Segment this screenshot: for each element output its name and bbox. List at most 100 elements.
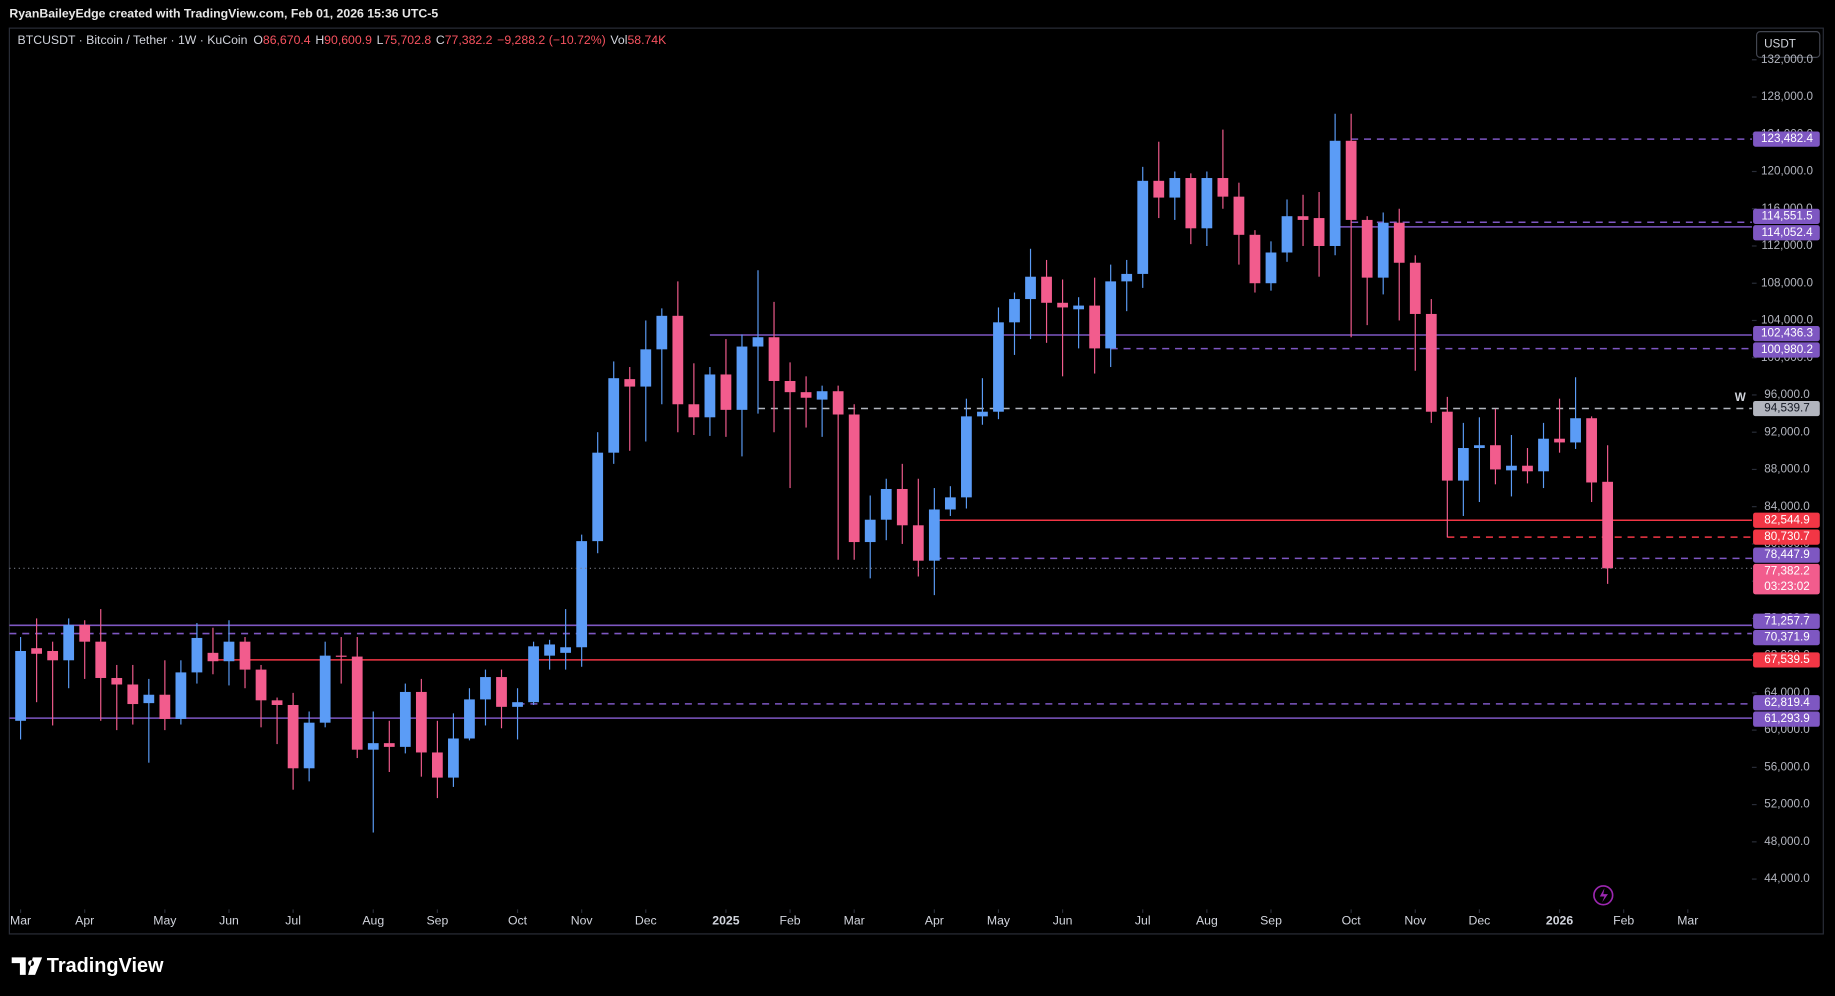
candle-body — [207, 652, 219, 662]
brand: TradingView — [47, 955, 164, 977]
candle-body — [640, 349, 652, 387]
candle-body — [15, 650, 26, 721]
candle-body — [1089, 305, 1101, 349]
candle-body — [1233, 196, 1245, 235]
legend-value: (−10.72%) — [549, 33, 606, 47]
candle-body — [1057, 302, 1068, 308]
x-tick-label: Feb — [1613, 913, 1634, 927]
price-label-box — [1753, 695, 1820, 711]
candle-body — [848, 414, 860, 543]
alert-bolt — [1599, 888, 1608, 903]
level-label: 71,257.7 — [1764, 614, 1810, 627]
candle-body — [1169, 178, 1181, 198]
candle-body — [1105, 281, 1117, 349]
candle-body — [624, 379, 636, 387]
candle-body — [239, 641, 251, 670]
price-label-box — [1753, 512, 1820, 528]
candle-body — [464, 699, 475, 739]
x-tick-label: Sep — [1260, 913, 1282, 927]
candle-body — [448, 738, 459, 778]
candle-body — [1457, 448, 1469, 481]
chart-panel — [8, 27, 1824, 935]
legend-key: C — [436, 33, 445, 47]
level-label: 62,819.4 — [1764, 696, 1810, 709]
candle-body — [351, 656, 363, 750]
candle-body — [1121, 273, 1133, 282]
candle-body — [1441, 411, 1453, 481]
x-tick-label: Jun — [219, 913, 239, 927]
currency-button[interactable] — [1756, 31, 1821, 58]
level-label: 61,293.9 — [1764, 712, 1810, 725]
candle-body — [1281, 216, 1293, 253]
level-label: 94,539.7 — [1764, 402, 1810, 415]
candle-body — [223, 641, 235, 662]
candle-body — [1249, 234, 1261, 284]
y-tick-label: 88,000.0 — [1764, 463, 1810, 476]
candle-body — [255, 669, 267, 701]
price-label-box — [1753, 208, 1820, 224]
candle-body — [816, 391, 828, 400]
candle-body — [432, 752, 443, 778]
candle-body — [480, 677, 491, 700]
candle-body — [191, 637, 203, 673]
x-tick-label: Mar — [10, 913, 31, 927]
alert-icon[interactable] — [1593, 885, 1614, 906]
legend-value: 77,382.2 — [445, 33, 493, 47]
candle-body — [1570, 418, 1581, 443]
x-tick-label: Sep — [426, 913, 448, 927]
x-tick-label: Nov — [1404, 913, 1427, 927]
x-tick-label: Dec — [635, 913, 657, 927]
candle-body — [912, 525, 924, 561]
candle-body — [1602, 481, 1614, 569]
y-tick-label: 104,000.0 — [1761, 314, 1813, 327]
credit: RyanBaileyEdge created with TradingView.… — [9, 6, 438, 20]
candle-body — [576, 541, 588, 648]
candle-body — [175, 672, 187, 719]
price-label-box — [1753, 131, 1820, 147]
currency-label[interactable]: USDT — [1764, 38, 1796, 51]
candle-body — [1393, 222, 1405, 263]
level-label: 78,447.9 — [1764, 548, 1810, 561]
level-label: 82,544.9 — [1764, 513, 1810, 526]
candle-body — [287, 704, 299, 769]
price-label-box — [1753, 563, 1820, 595]
candle-body — [1361, 219, 1373, 278]
candle-body — [592, 452, 604, 542]
candle-body — [544, 644, 555, 656]
x-tick-label: Oct — [1342, 913, 1362, 927]
candle-body — [63, 624, 75, 661]
level-label: 114,052.4 — [1761, 226, 1813, 239]
price-label-box — [1753, 326, 1820, 342]
legend-key: −9,288.2 — [497, 33, 545, 47]
x-tick-label: 2026 — [1546, 913, 1573, 927]
x-tick-label: Aug — [362, 913, 384, 927]
level-label: 102,436.3 — [1761, 327, 1813, 340]
candle-body — [1041, 276, 1052, 303]
candle-body — [784, 380, 796, 393]
y-tick-label: 132,000.0 — [1761, 53, 1813, 66]
level-label: 80,730.7 — [1764, 530, 1810, 543]
candle-body — [1313, 218, 1325, 246]
candle-body — [896, 488, 908, 526]
candle-body — [1425, 313, 1437, 412]
candle-body — [496, 677, 507, 707]
candle-body — [367, 743, 379, 750]
legend-key: H — [315, 33, 324, 47]
price-label-box — [1753, 547, 1820, 563]
candle-body — [95, 641, 107, 678]
x-tick-label: Oct — [508, 913, 528, 927]
candle-body — [656, 315, 668, 350]
legend-value: 90,600.9 — [324, 33, 372, 47]
price-label-box — [1753, 400, 1820, 417]
y-tick-label: 120,000.0 — [1761, 165, 1813, 178]
level-label: 70,371.9 — [1764, 631, 1810, 644]
y-tick-label: 128,000.0 — [1761, 90, 1813, 103]
candle-body — [880, 488, 892, 520]
candle-body — [1522, 465, 1533, 472]
y-tick-label: 44,000.0 — [1764, 872, 1810, 885]
x-tick-label: Aug — [1196, 913, 1218, 927]
candle-body — [303, 722, 315, 769]
price-label-box — [1753, 342, 1820, 358]
candle-body — [993, 322, 1004, 412]
x-tick-label: 2025 — [712, 913, 739, 927]
